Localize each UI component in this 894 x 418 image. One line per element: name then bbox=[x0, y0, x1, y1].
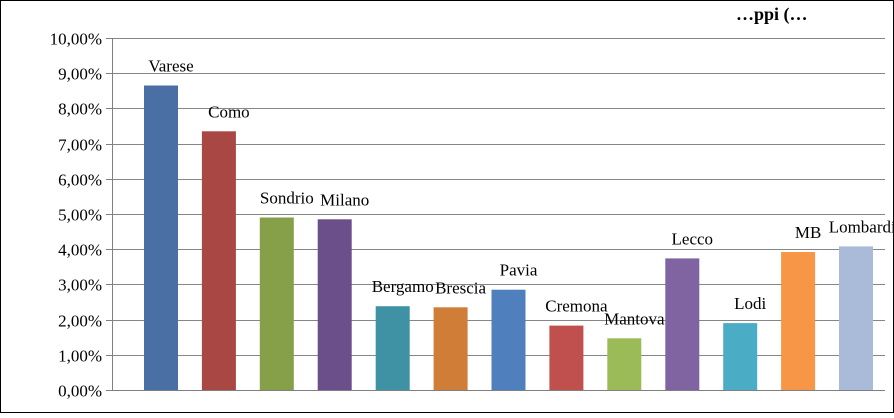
bar-label-lombardia: Lombardia bbox=[829, 217, 894, 236]
bar-varese bbox=[144, 85, 178, 390]
bar-label-pavia: Pavia bbox=[500, 261, 538, 280]
bar-label-brescia: Brescia bbox=[435, 278, 486, 297]
y-tick-label: 7,00% bbox=[58, 136, 102, 155]
bars bbox=[144, 85, 873, 391]
y-tick-label: 10,00% bbox=[50, 30, 102, 49]
y-tick-label: 5,00% bbox=[58, 206, 102, 225]
y-tick-label: 8,00% bbox=[58, 100, 102, 119]
bar-brescia bbox=[433, 307, 468, 390]
bar-lodi bbox=[723, 323, 758, 390]
bar-mb bbox=[781, 252, 816, 390]
y-tick-label: 9,00% bbox=[58, 65, 102, 84]
bar-label-milano: Milano bbox=[320, 190, 369, 209]
y-tick-label: 3,00% bbox=[58, 276, 102, 295]
bar-label-mantova: Mantova bbox=[604, 309, 665, 328]
chart-title: …ppi (… bbox=[736, 4, 808, 25]
bar-label-lodi: Lodi bbox=[734, 294, 766, 313]
bar-lecco bbox=[665, 258, 700, 390]
y-axis: 0,00% 1,00% 2,00% 3,00% 4,00% 5,00% 6,00% 7,00%… bbox=[50, 30, 113, 401]
bar-label-bergamo: Bergamo bbox=[372, 277, 434, 296]
y-tick-label: 0,00% bbox=[58, 382, 102, 401]
bar-milano bbox=[317, 219, 352, 390]
bar-como bbox=[201, 131, 236, 391]
y-tick-label: 4,00% bbox=[58, 241, 102, 260]
bar-label-lecco: Lecco bbox=[672, 229, 714, 248]
bar-labels: Varese Como Sondrio Milano Bergamo Brescia Pav… bbox=[148, 57, 894, 329]
bar-label-cremona: Cremona bbox=[545, 297, 608, 316]
bar-cremona bbox=[549, 325, 584, 390]
y-tick-label: 1,00% bbox=[58, 347, 102, 366]
bar-label-sondrio: Sondrio bbox=[260, 189, 314, 208]
bar-pavia bbox=[491, 289, 526, 390]
bar-label-mb: MB bbox=[795, 223, 821, 242]
y-tick-label: 6,00% bbox=[58, 171, 102, 190]
bar-bergamo bbox=[375, 306, 410, 390]
bar-label-como: Como bbox=[208, 102, 250, 121]
bar-mantova bbox=[607, 338, 642, 390]
bar-sondrio bbox=[259, 217, 294, 390]
gridlines bbox=[112, 38, 885, 391]
bar-label-varese: Varese bbox=[148, 57, 193, 76]
bar-lombardia bbox=[839, 246, 873, 390]
y-tick-label: 2,00% bbox=[58, 312, 102, 331]
